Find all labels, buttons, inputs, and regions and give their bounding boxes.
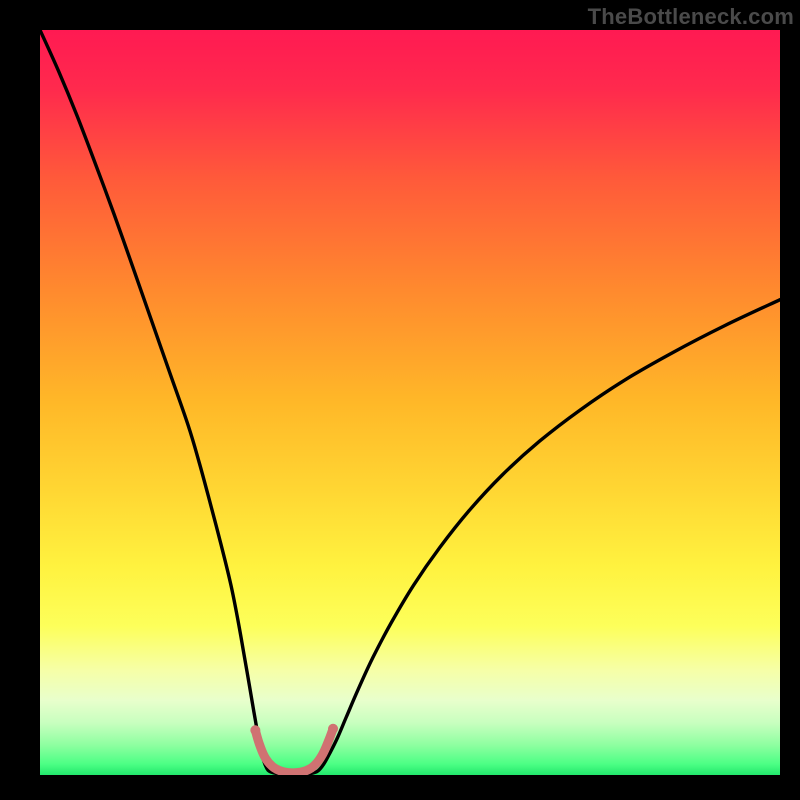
watermark-text: TheBottleneck.com xyxy=(588,4,794,30)
optimal-region-endpoint-2 xyxy=(328,724,338,734)
chart-frame: TheBottleneck.com xyxy=(0,0,800,800)
bottleneck-curve-chart xyxy=(40,30,780,775)
gradient-background xyxy=(40,30,780,775)
optimal-region-endpoint-1 xyxy=(250,725,260,735)
plot-area xyxy=(40,30,780,775)
